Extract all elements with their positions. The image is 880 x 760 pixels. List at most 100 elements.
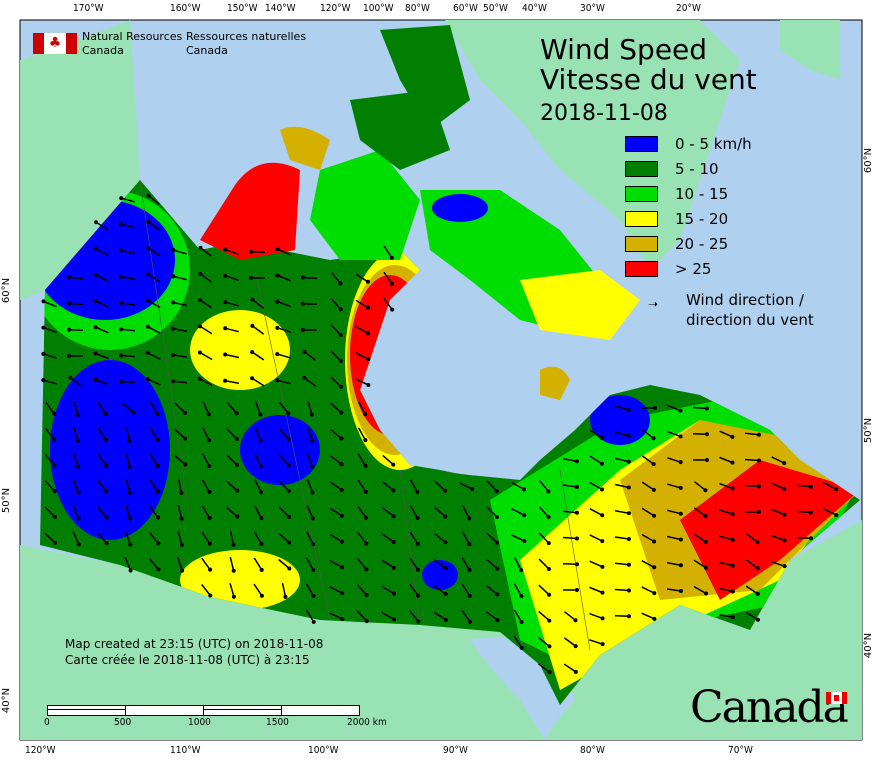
wind-arrow xyxy=(150,401,158,415)
wind-arrow xyxy=(97,480,107,492)
wind-arrow-head xyxy=(339,462,344,467)
wind-arrow-head xyxy=(275,247,280,252)
wind-arrow xyxy=(95,247,109,257)
wind-arrow xyxy=(95,221,109,231)
wind-arrow xyxy=(254,453,262,467)
wind-arrow-head xyxy=(626,459,631,464)
wind-arrow-head xyxy=(67,301,72,306)
wind-arrow-head xyxy=(302,375,307,380)
wind-arrow-head xyxy=(626,511,631,516)
wind-arrow-head xyxy=(522,513,527,518)
legend-item: 10 - 15 xyxy=(625,185,728,203)
wind-arrow-head xyxy=(250,323,255,328)
wind-arrow xyxy=(202,453,210,467)
wind-arrow-head xyxy=(519,594,524,599)
wind-arrow-head xyxy=(206,412,211,417)
wind-arrow-head xyxy=(730,486,735,491)
wind-arrow xyxy=(278,558,290,570)
wind-arrow-head xyxy=(155,489,160,494)
legend-swatch xyxy=(625,261,658,277)
wind-arrow xyxy=(589,481,603,491)
wind-arrow xyxy=(251,377,265,387)
wind-arrow-head xyxy=(234,411,239,416)
wind-arrow-head xyxy=(171,300,176,305)
wind-arrow-head xyxy=(127,438,132,443)
wind-arrow-head xyxy=(546,489,551,494)
wind-arrow xyxy=(693,559,707,569)
wind-arrow-head xyxy=(546,541,551,546)
wind-arrow-head xyxy=(391,565,396,570)
wind-arrow-head xyxy=(208,567,213,572)
wind-arrow-head xyxy=(522,538,527,543)
legend-label: 10 - 15 xyxy=(675,185,729,203)
wind-arrow-head xyxy=(198,324,203,329)
wind-arrow-head xyxy=(250,376,255,381)
wind-arrow-head xyxy=(258,438,263,443)
wind-arrow-head xyxy=(155,438,160,443)
wind-arrow-head xyxy=(197,376,202,381)
title-fr: Vitesse du vent xyxy=(540,63,757,96)
wind-arrow xyxy=(95,300,109,308)
wind-arrow xyxy=(409,505,419,519)
wind-arrow xyxy=(641,481,655,491)
wind-arrow-head xyxy=(183,436,188,441)
wind-arrow-head xyxy=(573,669,578,674)
wind-arrow xyxy=(224,353,240,359)
wind-arrow-head xyxy=(626,588,631,593)
wind-arrow xyxy=(226,428,238,440)
wind-arrow-head xyxy=(651,513,656,518)
wind-arrow xyxy=(382,454,394,466)
wind-arrow-head xyxy=(339,384,344,389)
wind-arrow-head xyxy=(755,591,760,596)
wind-arrow xyxy=(305,609,315,623)
wind-arrow-head xyxy=(179,516,184,521)
wind-arrow xyxy=(254,401,262,415)
wind-arrow-head xyxy=(286,411,291,416)
wind-arrow xyxy=(147,299,161,309)
wind-arrow-head xyxy=(259,567,264,572)
wind-arrow xyxy=(73,427,79,441)
wind-arrow-head xyxy=(93,325,98,330)
wind-arrow-head xyxy=(223,326,228,331)
wind-arrow-head xyxy=(468,619,473,624)
wind-arrow xyxy=(459,482,473,490)
wind-arrow-head xyxy=(626,536,631,541)
wind-arrow-head xyxy=(705,458,709,462)
wind-arrow xyxy=(641,507,655,517)
wind-arrow-head xyxy=(339,410,344,415)
wind-arrow xyxy=(563,637,577,647)
wind-arrow-head xyxy=(678,434,683,439)
wind-arrow xyxy=(281,582,287,598)
wind-direction-label-en: Wind direction / xyxy=(686,291,805,309)
wind-arrow xyxy=(693,533,707,543)
wind-arrow xyxy=(693,507,707,517)
wind-arrow xyxy=(330,402,342,414)
wind-arrow xyxy=(278,532,290,544)
wind-arrow-head xyxy=(179,542,184,547)
wind-arrow-head xyxy=(519,568,524,573)
wind-arrow-head xyxy=(808,536,813,541)
legend-label: 20 - 25 xyxy=(675,235,729,253)
wind-arrow xyxy=(302,276,318,280)
wind-arrow-head xyxy=(573,644,578,649)
wind-arrow-head xyxy=(340,591,345,596)
wind-arrow xyxy=(277,274,291,282)
wind-arrow xyxy=(95,378,109,386)
wind-arrow-head xyxy=(467,542,472,547)
wind-arrow xyxy=(666,588,682,592)
wind-arrow-head xyxy=(223,352,228,357)
wind-arrow xyxy=(96,506,108,518)
wind-arrow-head xyxy=(522,487,527,492)
wind-arrow xyxy=(486,480,498,492)
wind-arrow xyxy=(383,297,393,311)
wind-arrow xyxy=(306,479,314,493)
wind-arrow xyxy=(97,427,107,441)
wind-arrow-head xyxy=(311,594,316,599)
wind-arrow xyxy=(514,557,522,571)
wind-arrow xyxy=(355,273,369,283)
wind-arrow-head xyxy=(104,463,109,468)
wind-arrow xyxy=(277,353,291,359)
legend-swatch xyxy=(625,211,658,227)
wind-arrow-head xyxy=(704,591,709,596)
org-fr-line2: Canada xyxy=(186,44,228,57)
